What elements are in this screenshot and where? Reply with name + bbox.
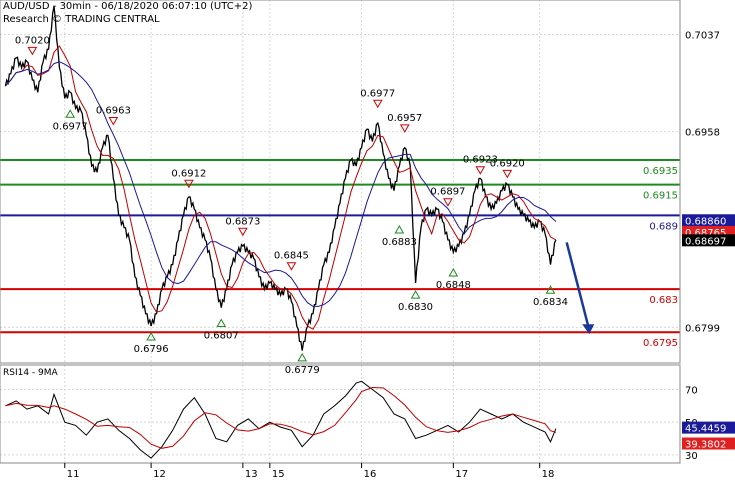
- support-resistance-levels: 0.6935 0.6915 0.689 0.683 0.6795: [0, 158, 680, 349]
- fast-moving-average: [5, 45, 557, 330]
- time-tick-label: 18: [542, 469, 555, 480]
- pivot-high-label: 0.6897: [430, 187, 465, 198]
- time-tick-label: 11: [67, 469, 80, 480]
- pivot-high-marker: [184, 179, 194, 189]
- rsi-last-value-label: 45.4459: [685, 424, 726, 435]
- last-value-label: 0.68765: [685, 228, 726, 239]
- pivot-high-label: 0.7020: [15, 35, 50, 46]
- forecast-arrow-head: [582, 324, 595, 335]
- pivot-high-marker: [237, 227, 248, 237]
- pivot-low-marker: [448, 268, 459, 277]
- pivot-high-marker: [475, 166, 486, 175]
- pivot-low-marker: [545, 285, 556, 294]
- pivot-low-label: 0.6796: [134, 344, 169, 355]
- last-value-label: 0.68697: [685, 236, 726, 247]
- price-tick-label: 0.7037: [685, 30, 720, 41]
- price-grid: [0, 0, 680, 363]
- pivot-high-label: 0.6873: [225, 216, 260, 227]
- pivot-low-label: 0.6834: [533, 297, 568, 308]
- pivot-high-marker: [108, 117, 119, 126]
- time-tick-label: 17: [455, 469, 468, 480]
- pivot-low-label: 0.6779: [285, 365, 320, 376]
- pivot-low-label: 0.6830: [398, 302, 433, 313]
- rsi-grid: [0, 365, 680, 463]
- pivot-high-marker: [286, 262, 297, 271]
- level-label: 0.683: [649, 295, 678, 306]
- pivot-high-label: 0.6912: [171, 168, 206, 179]
- pivot-low-marker: [216, 318, 227, 327]
- price-series: [4, 6, 595, 351]
- rsi-ma-line: [5, 386, 557, 449]
- pivot-high-label: 0.6957: [387, 113, 422, 124]
- pivot-annotations: 0.7020 0.6977 0.6963 0.6912 0.6796 0.6807 0.68…: [15, 35, 568, 376]
- pivot-high-label: 0.6920: [490, 158, 525, 169]
- pivot-high-label: 0.6923: [463, 155, 498, 166]
- forecast-arrow-shaft: [565, 242, 590, 327]
- rsi-last-value-badge: [682, 437, 735, 450]
- rsi-panel-frame: [0, 364, 681, 464]
- rsi-last-value-badge: [682, 421, 735, 434]
- rsi-last-value-label: 39.3802: [685, 440, 726, 451]
- pivot-low-marker: [297, 352, 308, 362]
- last-value-label: 0.68860: [685, 216, 726, 227]
- time-tick-label: 15: [272, 469, 285, 480]
- price-panel-frame: [0, 0, 681, 364]
- rsi-line: [5, 380, 557, 459]
- pivot-low-label: 0.6848: [436, 280, 471, 291]
- pivot-high-marker: [27, 46, 38, 56]
- pivot-high-marker: [372, 99, 383, 109]
- pivot-high-label: 0.6845: [274, 251, 309, 262]
- level-label: 0.6915: [643, 191, 678, 202]
- time-tick-label: 12: [153, 469, 166, 480]
- level-label: 0.6795: [643, 338, 678, 349]
- price-tick-label: 0.6958: [685, 128, 720, 139]
- pivot-low-label: 0.6883: [382, 237, 417, 248]
- pivot-high-marker: [443, 198, 453, 207]
- pivot-low-label: 0.6977: [53, 121, 88, 132]
- pivot-low-label: 0.6807: [204, 330, 239, 341]
- pivot-high-marker: [502, 169, 513, 179]
- time-tick-label: 16: [364, 469, 377, 480]
- rsi-tick-label: 30: [685, 451, 698, 462]
- pivot-high-label: 0.6963: [96, 106, 131, 117]
- pivot-high-label: 0.6977: [360, 88, 395, 99]
- pivot-low-marker: [410, 290, 421, 299]
- pivot-low-marker: [394, 224, 405, 234]
- rsi-tick-label: 70: [685, 386, 698, 397]
- pivot-low-marker: [65, 109, 76, 118]
- last-value-badge: [682, 214, 735, 227]
- price-tick-label: 0.6799: [685, 323, 720, 334]
- pivot-high-marker: [399, 124, 410, 133]
- chart-source: Research © TRADING CENTRAL: [3, 14, 160, 25]
- chart-title: AUD/USD - 30min - 06/18/2020 06:07:10 (U…: [3, 1, 253, 12]
- time-tick-label: 13: [245, 469, 258, 480]
- rsi-panel-title: RSI14 - 9MA: [3, 368, 58, 378]
- slow-moving-average: [5, 61, 557, 307]
- rsi-series: [5, 380, 557, 459]
- pivot-low-marker: [146, 331, 156, 341]
- level-label: 0.6935: [643, 166, 678, 177]
- last-value-badge: [682, 234, 735, 247]
- level-label: 0.689: [649, 221, 678, 232]
- price-line: [4, 6, 557, 351]
